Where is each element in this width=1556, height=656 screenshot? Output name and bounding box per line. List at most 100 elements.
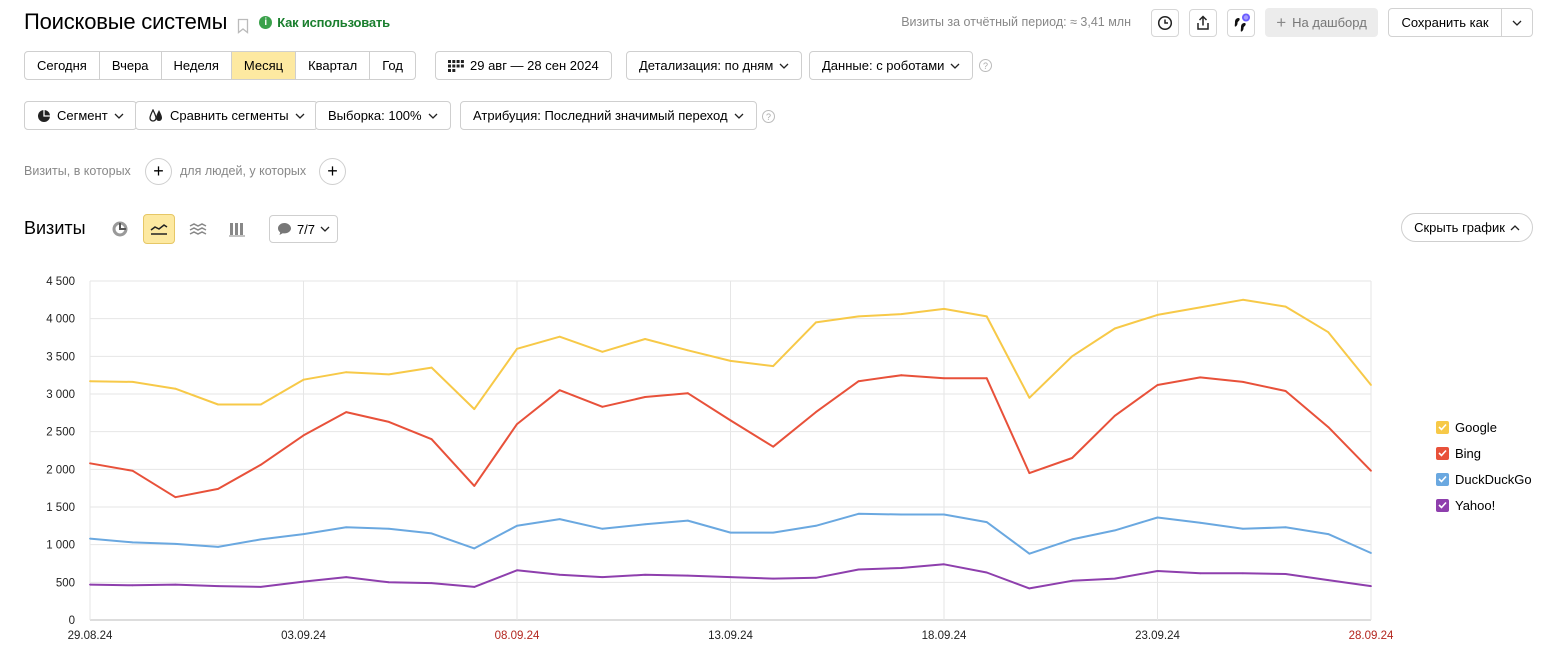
data-point bbox=[1242, 298, 1244, 301]
data-point bbox=[174, 387, 177, 390]
period-button[interactable]: Неделя bbox=[162, 52, 232, 79]
chevron-down-icon bbox=[779, 63, 789, 69]
data-point bbox=[430, 438, 433, 441]
detail-dropdown[interactable]: Детализация: по дням bbox=[626, 51, 803, 80]
bar-chart-type-button[interactable] bbox=[221, 214, 253, 244]
data-point bbox=[259, 586, 262, 588]
data-point bbox=[345, 371, 348, 374]
data-mode-label: Данные: с роботами bbox=[822, 58, 945, 73]
data-point bbox=[601, 576, 604, 578]
plus-icon: + bbox=[1276, 12, 1287, 32]
data-point bbox=[772, 365, 775, 367]
chevron-down-icon bbox=[428, 113, 438, 119]
period-button[interactable]: Вчера bbox=[100, 52, 162, 79]
data-point bbox=[558, 335, 561, 338]
info-icon: i bbox=[259, 15, 273, 29]
data-point bbox=[601, 350, 604, 353]
data-point bbox=[174, 496, 177, 499]
compare-segments-dropdown[interactable]: Сравнить сегменты bbox=[135, 101, 318, 130]
legend-item[interactable]: Yahoo! bbox=[1436, 492, 1532, 518]
date-range-button[interactable]: 29 авг — 28 сен 2024 bbox=[435, 51, 612, 80]
data-point bbox=[388, 373, 390, 376]
data-point bbox=[985, 377, 988, 380]
y-tick-label: 4 500 bbox=[46, 276, 75, 288]
help-icon[interactable]: ? bbox=[979, 59, 992, 72]
line-chart-type-button[interactable] bbox=[143, 214, 175, 244]
assistant-icon bbox=[1234, 13, 1250, 32]
series-count-dropdown[interactable]: 7/7 bbox=[269, 215, 338, 243]
visits-condition-label: Визиты, в которых bbox=[24, 164, 131, 178]
legend-item[interactable]: Google bbox=[1436, 414, 1532, 440]
data-point bbox=[772, 531, 775, 534]
how-to-use-label: Как использовать bbox=[277, 14, 390, 30]
legend-item[interactable]: Bing bbox=[1436, 440, 1532, 466]
data-point bbox=[985, 571, 988, 574]
legend-item[interactable]: DuckDuckGo bbox=[1436, 466, 1532, 492]
chevron-down-icon bbox=[734, 113, 744, 119]
assistant-button[interactable] bbox=[1227, 9, 1255, 37]
bookmark-icon[interactable] bbox=[237, 14, 249, 34]
data-point bbox=[1071, 538, 1073, 541]
data-point bbox=[857, 315, 860, 318]
dashboard-label: На дашборд bbox=[1292, 15, 1367, 30]
line-chart-icon bbox=[150, 224, 168, 235]
y-tick-label: 4 000 bbox=[46, 314, 75, 326]
attribution-dropdown[interactable]: Атрибуция: Последний значимый переход bbox=[460, 101, 757, 130]
sample-dropdown[interactable]: Выборка: 100% bbox=[315, 101, 451, 130]
data-point bbox=[1113, 577, 1116, 580]
data-point bbox=[1327, 331, 1330, 334]
data-point bbox=[1028, 396, 1031, 399]
data-point bbox=[900, 567, 903, 569]
data-point bbox=[345, 576, 348, 578]
help-icon[interactable]: ? bbox=[762, 110, 775, 123]
add-to-dashboard-button[interactable]: + На дашборд bbox=[1265, 8, 1378, 37]
pie-chart-type-button[interactable] bbox=[104, 214, 136, 244]
data-point bbox=[259, 463, 262, 466]
data-point bbox=[302, 533, 305, 535]
data-point bbox=[388, 581, 390, 584]
data-point bbox=[516, 423, 518, 425]
chevron-down-icon bbox=[950, 63, 960, 69]
period-selector: Сегодня Вчера Неделя Месяц Квартал Год bbox=[24, 51, 416, 80]
page-title: Поисковые системы bbox=[24, 9, 228, 34]
add-visit-condition-button[interactable]: + bbox=[145, 158, 172, 185]
data-point bbox=[430, 532, 433, 535]
checkbox-icon bbox=[1436, 446, 1449, 460]
segment-dropdown[interactable]: Сегмент bbox=[24, 101, 137, 130]
data-point bbox=[900, 313, 903, 315]
data-point bbox=[601, 405, 604, 408]
data-point bbox=[1370, 384, 1372, 386]
save-options-button[interactable] bbox=[1501, 8, 1533, 37]
share-icon bbox=[1197, 15, 1209, 30]
data-point bbox=[985, 315, 988, 318]
share-button[interactable] bbox=[1189, 9, 1217, 37]
area-chart-type-button[interactable] bbox=[182, 214, 214, 244]
data-mode-dropdown[interactable]: Данные: с роботами bbox=[809, 51, 974, 80]
data-point bbox=[89, 537, 91, 540]
y-tick-label: 500 bbox=[56, 577, 75, 589]
y-tick-label: 1 500 bbox=[46, 502, 75, 514]
history-button[interactable] bbox=[1151, 9, 1179, 37]
period-button[interactable]: Месяц bbox=[231, 52, 297, 79]
data-point bbox=[302, 378, 305, 381]
data-point bbox=[131, 381, 134, 383]
data-point bbox=[345, 526, 348, 529]
data-point bbox=[1113, 327, 1116, 330]
period-button[interactable]: Сегодня bbox=[25, 52, 100, 79]
checkbox-icon bbox=[1436, 420, 1449, 434]
chart-title: Визиты bbox=[24, 218, 86, 238]
legend-label: Bing bbox=[1455, 445, 1482, 461]
period-button[interactable]: Год bbox=[382, 58, 403, 73]
data-point bbox=[686, 392, 689, 395]
chevron-down-icon bbox=[320, 226, 330, 232]
data-point bbox=[815, 524, 817, 527]
add-people-condition-button[interactable]: + bbox=[319, 158, 346, 185]
save-as-button[interactable]: Сохранить как bbox=[1388, 8, 1502, 37]
data-point bbox=[943, 308, 945, 310]
data-point bbox=[131, 584, 134, 587]
hide-chart-button[interactable]: Скрыть график bbox=[1401, 213, 1533, 242]
data-point bbox=[1156, 516, 1159, 519]
data-point bbox=[729, 531, 732, 534]
period-button[interactable]: Квартал bbox=[296, 52, 371, 79]
how-to-use-link[interactable]: i Как использовать bbox=[259, 15, 390, 30]
